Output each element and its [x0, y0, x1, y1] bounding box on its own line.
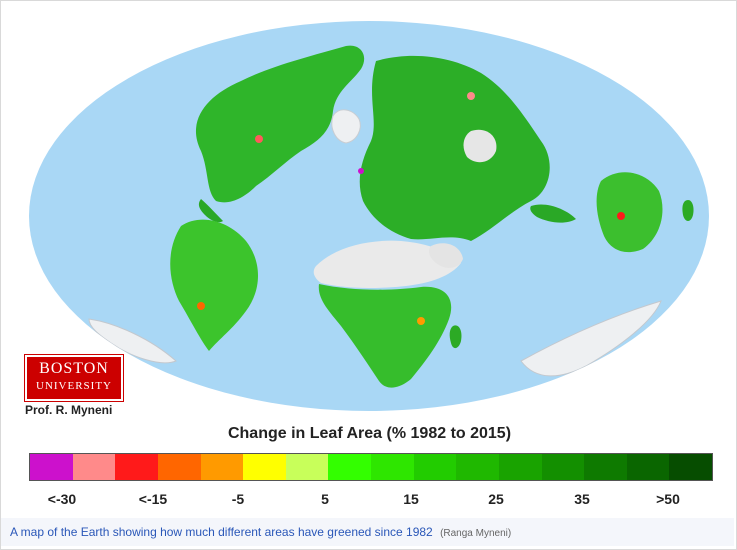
- browning-patch: [617, 212, 625, 220]
- scale-label: 35: [574, 491, 590, 507]
- scale-swatch: [456, 454, 499, 480]
- gobi-desert: [463, 129, 497, 163]
- antarctica-west: [88, 318, 177, 364]
- browning-patch: [358, 168, 364, 174]
- madagascar: [449, 325, 462, 349]
- scale-swatch: [30, 454, 73, 480]
- world-map-svg: [29, 21, 709, 411]
- scale-swatch: [243, 454, 286, 480]
- scale-swatch: [72, 454, 116, 480]
- scale-swatch: [328, 454, 371, 480]
- logo-line-1: BOSTON: [39, 360, 109, 377]
- scale-label: >50: [656, 491, 680, 507]
- landmass-north-america: [195, 45, 365, 203]
- legend-title: Change in Leaf Area (% 1982 to 2015): [227, 425, 512, 442]
- scale-label: 5: [321, 491, 329, 507]
- scale-swatch: [413, 454, 457, 480]
- browning-patch: [417, 317, 425, 325]
- scale-label: <-30: [47, 491, 77, 507]
- caption-source: (Ranga Myneni): [440, 528, 512, 539]
- scale-swatch: [584, 454, 627, 480]
- world-map: [1, 1, 737, 416]
- scale-swatch: [371, 454, 414, 480]
- scale-swatch: [285, 454, 329, 480]
- greenland: [331, 109, 361, 144]
- scale-swatch: [626, 454, 670, 480]
- scale-swatch: [200, 454, 244, 480]
- color-scale: [29, 453, 713, 481]
- browning-patch: [467, 92, 475, 100]
- southeast-asia: [530, 204, 576, 223]
- sahara-desert: [313, 240, 461, 288]
- scale-swatch: [157, 454, 201, 480]
- logo-line-2: UNIVERSITY: [36, 380, 112, 392]
- arabia: [428, 243, 463, 268]
- scale-label: 15: [403, 491, 419, 507]
- landmass-africa: [318, 284, 452, 388]
- boston-university-logo: BOSTON UNIVERSITY: [25, 355, 123, 401]
- landmass-central-america: [198, 199, 223, 223]
- antarctica-east: [520, 300, 662, 377]
- scale-label: 25: [488, 491, 504, 507]
- scale-swatch: [541, 454, 585, 480]
- scale-swatch: [498, 454, 542, 480]
- browning-patch: [197, 302, 205, 310]
- new-zealand: [682, 199, 694, 221]
- scale-label: <-15: [138, 491, 168, 507]
- landmass-south-america: [170, 219, 259, 351]
- author-credit: Prof. R. Myneni: [25, 403, 113, 417]
- landmass-australia: [596, 172, 663, 253]
- browning-patch: [255, 135, 263, 143]
- scale-swatch: [115, 454, 158, 480]
- scale-label: -5: [231, 491, 245, 507]
- landmass-eurasia: [359, 55, 550, 241]
- scale-swatch: [669, 454, 712, 480]
- caption-text: A map of the Earth showing how much diff…: [10, 525, 433, 539]
- image-caption: A map of the Earth showing how much diff…: [1, 518, 734, 546]
